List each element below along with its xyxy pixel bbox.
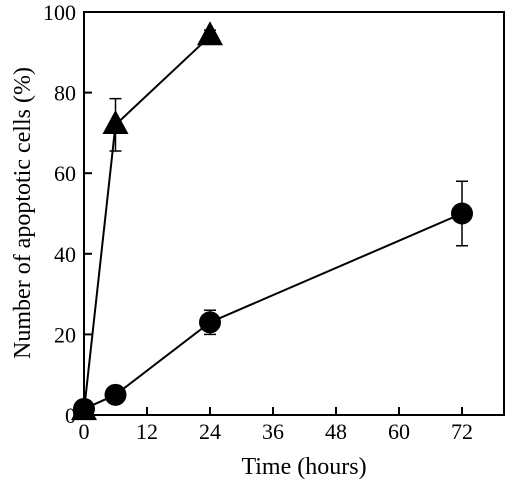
y-axis: 0 20 40 60 80 100: [43, 0, 92, 428]
y-axis-title: Number of apoptotic cells (%): [10, 67, 36, 359]
data-point-triangle: [197, 21, 223, 46]
series-layer: [71, 21, 473, 421]
data-point-circle: [199, 311, 221, 334]
data-point-circle: [104, 383, 127, 406]
y-tick-label: 20: [54, 322, 76, 347]
x-tick-label: 24: [199, 419, 221, 444]
data-point-circle: [73, 397, 95, 420]
y-tick-label: 80: [54, 81, 76, 106]
x-tick-label: 72: [451, 419, 473, 444]
y-tick-label: 0: [65, 403, 76, 428]
x-axis-title: Time (hours): [241, 454, 366, 480]
data-point-circle: [451, 202, 473, 225]
y-tick-label: 100: [43, 0, 76, 25]
y-tick-label: 40: [54, 242, 76, 267]
x-tick-label: 36: [262, 419, 284, 444]
series-line-circle: [83, 212, 463, 410]
x-axis: 0 12 24 36 48 60 72: [79, 407, 473, 444]
x-tick-label: 12: [136, 419, 158, 444]
plot-frame: [83, 11, 505, 416]
x-tick-label: 48: [325, 419, 347, 444]
data-point-triangle: [102, 109, 129, 134]
series-line-triangle: [83, 35, 211, 412]
x-tick-label: 60: [388, 419, 410, 444]
x-tick-label: 0: [79, 419, 90, 444]
y-tick-label: 60: [54, 161, 76, 186]
